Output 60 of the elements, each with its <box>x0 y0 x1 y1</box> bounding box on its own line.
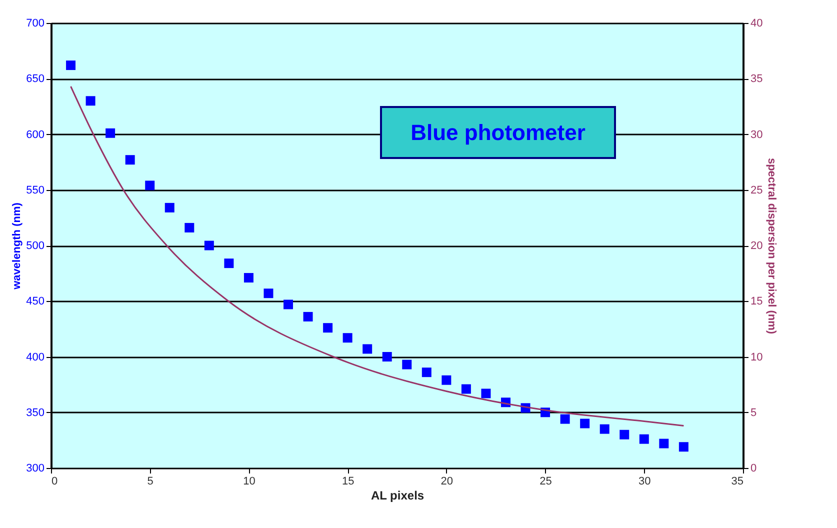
point <box>224 258 234 268</box>
point <box>86 96 96 106</box>
point <box>244 273 254 283</box>
annotation: Blue photometer <box>410 120 586 145</box>
point <box>461 384 471 394</box>
point <box>323 323 333 333</box>
point <box>620 430 630 440</box>
y2-tick-label: 40 <box>750 18 763 30</box>
y2-tick-label: 5 <box>750 406 757 419</box>
point <box>659 438 669 448</box>
y2-tick-label: 0 <box>750 462 757 474</box>
x-tick-label: 35 <box>731 476 744 488</box>
point <box>66 60 76 70</box>
point <box>580 418 590 428</box>
y-tick-label: 700 <box>26 18 44 30</box>
point <box>264 288 274 298</box>
x-tick-label: 0 <box>52 476 58 488</box>
point <box>303 312 313 322</box>
y2-tick-label: 20 <box>750 240 763 252</box>
point <box>481 388 491 398</box>
point <box>600 424 610 434</box>
y2-tick-label: 10 <box>750 351 763 364</box>
y-tick-label: 600 <box>26 128 44 141</box>
point <box>284 300 293 310</box>
y-tick-label: 500 <box>26 240 44 252</box>
y2-axis-title: spectral dispersion per pixel (nm) <box>766 158 778 334</box>
point <box>639 434 649 444</box>
point <box>402 360 412 370</box>
point <box>382 352 392 362</box>
y2-tick-label: 35 <box>750 73 763 86</box>
y-tick-label: 400 <box>26 351 44 364</box>
point <box>422 368 432 378</box>
x-tick-label: 20 <box>440 476 454 488</box>
y-tick-label: 450 <box>26 296 44 308</box>
point <box>106 128 116 138</box>
x-axis-title: AL pixels <box>370 488 424 502</box>
line-series <box>70 86 684 426</box>
point <box>442 375 452 385</box>
point <box>164 202 174 212</box>
y-axis-title: wavelength (nm) <box>11 202 24 290</box>
point <box>560 414 570 424</box>
x-tick-label: 10 <box>243 476 256 488</box>
x-tick-label: 5 <box>147 476 154 488</box>
y2-tick-label: 25 <box>750 184 763 196</box>
point <box>184 222 194 232</box>
point <box>204 240 214 250</box>
y-tick-label: 300 <box>26 462 44 474</box>
y-tick-label: 350 <box>26 406 44 419</box>
x-tick-label: 30 <box>638 476 651 488</box>
point <box>125 155 135 165</box>
point <box>342 333 352 343</box>
y-tick-label: 650 <box>26 73 44 86</box>
y2-tick-label: 15 <box>750 296 763 308</box>
point <box>678 442 688 452</box>
x-tick-label: 15 <box>342 476 354 488</box>
y-tick-label: 550 <box>26 184 44 196</box>
point <box>362 344 372 354</box>
x-tick-label: 25 <box>540 476 552 488</box>
point <box>145 180 155 190</box>
y2-tick-label: 30 <box>750 128 763 141</box>
